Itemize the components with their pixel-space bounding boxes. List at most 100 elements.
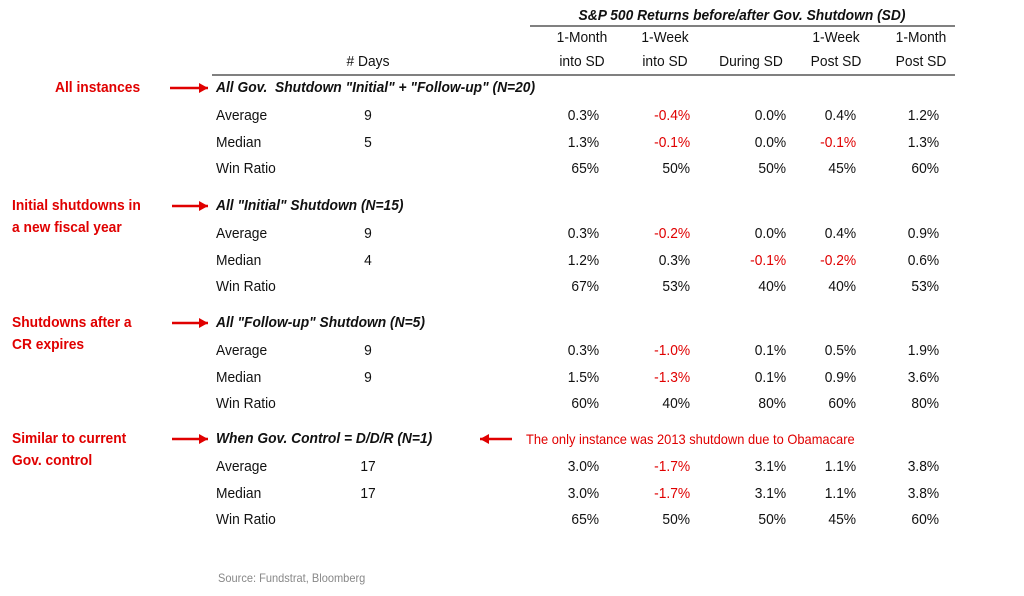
value-cell: -1.0% <box>653 342 690 359</box>
annotation: CR expires <box>12 336 85 353</box>
value-cell: -0.4% <box>653 107 690 124</box>
value-cell: -1.7% <box>653 484 690 502</box>
row-label: Median <box>216 133 262 151</box>
value-cell: -0.1% <box>653 133 690 151</box>
arrow <box>480 434 512 444</box>
value-cell: 0.0% <box>754 225 786 242</box>
arrow <box>170 83 208 93</box>
value-cell: 3.0% <box>567 458 599 475</box>
note: The only instance was 2013 shutdown due … <box>526 431 855 447</box>
value-cell: 3.0% <box>567 484 599 502</box>
column-header: 1-Month <box>556 29 608 46</box>
row-label: Average <box>216 342 268 359</box>
value-cell: 1.3% <box>567 133 599 151</box>
value-cell: 53% <box>911 278 939 295</box>
value-cell: 3.8% <box>907 458 939 475</box>
value-cell: 50% <box>662 160 690 177</box>
source: Source: Fundstrat, Bloomberg <box>218 571 366 585</box>
value-cell: 0.1% <box>754 342 786 359</box>
group-heading: All Gov. Shutdown "Initial" + "Follow-up… <box>216 79 536 96</box>
row-label: Median <box>216 368 262 386</box>
days-cell: 9 <box>364 107 372 124</box>
value-cell: -1.3% <box>653 368 690 386</box>
value-cell: 0.4% <box>824 107 856 124</box>
value-cell: 0.0% <box>754 107 786 124</box>
value-cell: 1.1% <box>824 458 856 475</box>
value-cell: 1.9% <box>907 342 939 359</box>
value-cell: 0.9% <box>824 368 856 386</box>
value-cell: 0.3% <box>567 225 599 242</box>
value-cell: 45% <box>828 160 856 177</box>
days-cell: 9 <box>364 368 372 386</box>
row-label: Average <box>216 225 268 242</box>
value-cell: 3.1% <box>754 484 786 502</box>
value-cell: 0.3% <box>658 251 690 269</box>
group-heading: All "Initial" Shutdown (N=15) <box>216 197 404 214</box>
value-cell: 40% <box>828 278 856 295</box>
value-cell: 1.1% <box>824 484 856 502</box>
group-heading: When Gov. Control = D/D/R (N=1) <box>216 430 433 447</box>
value-cell: 0.3% <box>567 342 599 359</box>
value-cell: 0.1% <box>754 368 786 386</box>
days-cell: 9 <box>364 225 372 242</box>
value-cell: 50% <box>758 160 786 177</box>
value-cell: 0.6% <box>907 251 939 269</box>
column-header: Post SD <box>895 53 947 70</box>
row-label: Win Ratio <box>216 160 276 177</box>
annotation: a new fiscal year <box>12 219 122 236</box>
value-cell: 50% <box>758 511 786 528</box>
row-label: Average <box>216 458 268 475</box>
column-header: into SD <box>642 53 688 70</box>
row-label: Median <box>216 484 262 502</box>
days-cell: 5 <box>364 133 372 151</box>
value-cell: 60% <box>828 395 856 412</box>
value-cell: 0.5% <box>824 342 856 359</box>
value-cell: 1.3% <box>907 133 939 151</box>
value-cell: -1.7% <box>653 458 690 475</box>
value-cell: -0.1% <box>749 251 786 269</box>
value-cell: 0.3% <box>567 107 599 124</box>
value-cell: 53% <box>662 278 690 295</box>
arrow <box>172 318 208 328</box>
value-cell: 60% <box>911 160 939 177</box>
row-label: Median <box>216 251 262 269</box>
annotation: Shutdowns after a <box>12 314 132 331</box>
column-header: 1-Week <box>812 29 860 46</box>
row-label: Win Ratio <box>216 511 276 528</box>
column-header: 1-Week <box>641 29 689 46</box>
table-title: S&P 500 Returns before/after Gov. Shutdo… <box>578 7 906 24</box>
value-cell: 60% <box>911 511 939 528</box>
value-cell: 40% <box>662 395 690 412</box>
value-cell: -0.2% <box>819 251 856 269</box>
value-cell: 3.1% <box>754 458 786 475</box>
group-heading: All "Follow-up" Shutdown (N=5) <box>216 314 425 331</box>
value-cell: 50% <box>662 511 690 528</box>
value-cell: 45% <box>828 511 856 528</box>
value-cell: 0.0% <box>754 133 786 151</box>
arrow <box>172 201 208 211</box>
days-cell: 17 <box>360 484 376 502</box>
value-cell: 60% <box>571 395 599 412</box>
annotation: All instances <box>55 79 141 96</box>
value-cell: 1.2% <box>907 107 939 124</box>
value-cell: -0.1% <box>819 133 856 151</box>
row-label: Average <box>216 107 268 124</box>
annotation: Similar to current <box>12 430 127 447</box>
days-cell: 9 <box>364 342 372 359</box>
value-cell: 3.8% <box>907 484 939 502</box>
value-cell: 80% <box>758 395 786 412</box>
value-cell: -0.2% <box>653 225 690 242</box>
value-cell: 65% <box>571 511 599 528</box>
column-header: Post SD <box>810 53 862 70</box>
value-cell: 0.9% <box>907 225 939 242</box>
value-cell: 67% <box>571 278 599 295</box>
column-header: into SD <box>559 53 605 70</box>
value-cell: 65% <box>571 160 599 177</box>
annotation: Initial shutdowns in <box>12 197 141 214</box>
arrow <box>172 434 208 444</box>
value-cell: 80% <box>911 395 939 412</box>
row-label: Win Ratio <box>216 395 276 412</box>
days-cell: 4 <box>364 251 372 269</box>
